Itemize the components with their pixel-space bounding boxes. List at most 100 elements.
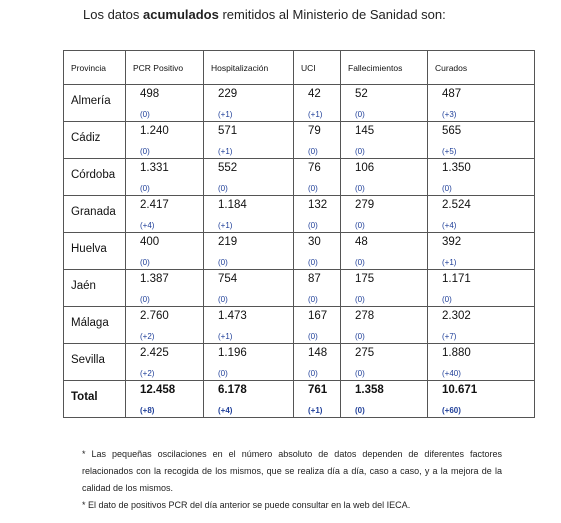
fall-delta: (0): [355, 406, 365, 415]
cur-value: 565: [442, 125, 462, 137]
uci-cell: 167 (0): [293, 306, 341, 344]
hosp-value: 6.178: [218, 384, 247, 396]
pcr-cell: 12.458 (+8): [125, 380, 204, 418]
fall-delta: (0): [355, 295, 365, 304]
uci-cell: 30 (0): [293, 232, 341, 270]
pcr-cell: 1.387 (0): [125, 269, 204, 307]
fall-cell: 145 (0): [340, 121, 428, 159]
pcr-cell: 2.417 (+4): [125, 195, 204, 233]
table-row: Málaga 2.760 (+2) 1.473 (+1) 167 (0) 278 (0) 2.30…: [63, 306, 535, 344]
table-row: Jaén 1.387 (0) 754 (0) 87 (0) 175 (0) 1.171 (0): [63, 269, 535, 307]
hosp-delta: (+1): [218, 110, 233, 119]
hosp-delta: (0): [218, 258, 228, 267]
fall-value: 1.358: [355, 384, 384, 396]
cur-value: 487: [442, 88, 462, 100]
uci-value: 87: [308, 273, 321, 285]
hosp-cell: 219 (0): [203, 232, 294, 270]
uci-cell: 761 (+1): [293, 380, 341, 418]
fall-value: 278: [355, 310, 375, 322]
uci-value: 76: [308, 162, 321, 174]
footnote-ieca: * El dato de positivos PCR del día anter…: [82, 500, 411, 510]
pcr-delta: (+2): [140, 332, 155, 341]
hosp-value: 571: [218, 125, 238, 137]
fall-delta: (0): [355, 369, 365, 378]
uci-delta: (0): [308, 221, 318, 230]
fall-value: 145: [355, 125, 375, 137]
cur-cell: 1.880 (+40): [427, 343, 535, 381]
province-cell: Granada: [63, 195, 126, 233]
province-name: Málaga: [71, 317, 109, 329]
pcr-delta: (0): [140, 258, 150, 267]
hosp-cell: 552 (0): [203, 158, 294, 196]
province-name: Huelva: [71, 243, 107, 255]
pcr-cell: 1.331 (0): [125, 158, 204, 196]
fall-delta: (0): [355, 221, 365, 230]
hosp-cell: 6.178 (+4): [203, 380, 294, 418]
pcr-value: 2.760: [140, 310, 169, 322]
uci-delta: (0): [308, 184, 318, 193]
table-row: Almería 498 (0) 229 (+1) 42 (+1) 52 (0) 487 (+3): [63, 84, 535, 122]
pcr-cell: 498 (0): [125, 84, 204, 122]
hosp-delta: (+1): [218, 221, 233, 230]
province-cell: Almería: [63, 84, 126, 122]
hosp-value: 219: [218, 236, 238, 248]
cur-value: 2.524: [442, 199, 471, 211]
table-row: Granada 2.417 (+4) 1.184 (+1) 132 (0) 279 (0) 2.5…: [63, 195, 535, 233]
province-cell: Córdoba: [63, 158, 126, 196]
province-cell: Jaén: [63, 269, 126, 307]
pcr-cell: 2.760 (+2): [125, 306, 204, 344]
uci-cell: 132 (0): [293, 195, 341, 233]
cur-delta: (+7): [442, 332, 457, 341]
hosp-delta: (+1): [218, 332, 233, 341]
uci-value: 761: [308, 384, 328, 396]
fall-cell: 279 (0): [340, 195, 428, 233]
cur-cell: 2.524 (+4): [427, 195, 535, 233]
province-name: Sevilla: [71, 354, 105, 366]
header-provincia: Provincia: [63, 50, 126, 85]
fall-delta: (0): [355, 332, 365, 341]
fall-cell: 175 (0): [340, 269, 428, 307]
pcr-value: 498: [140, 88, 160, 100]
table-row: Sevilla 2.425 (+2) 1.196 (0) 148 (0) 275 (0) 1.88…: [63, 343, 535, 381]
uci-delta: (0): [308, 295, 318, 304]
pcr-delta: (0): [140, 295, 150, 304]
hosp-cell: 1.196 (0): [203, 343, 294, 381]
pcr-delta: (+8): [140, 406, 155, 415]
uci-value: 167: [308, 310, 328, 322]
province-cell: Huelva: [63, 232, 126, 270]
hosp-value: 229: [218, 88, 238, 100]
intro-bold: acumulados: [143, 7, 219, 22]
uci-cell: 79 (0): [293, 121, 341, 159]
province-cell: Total: [63, 380, 126, 418]
uci-cell: 42 (+1): [293, 84, 341, 122]
intro-text: Los datos acumulados remitidos al Minist…: [83, 7, 446, 22]
cur-value: 1.880: [442, 347, 471, 359]
uci-delta: (0): [308, 147, 318, 156]
province-name: Granada: [71, 206, 116, 218]
footnote-oscillations: * Las pequeñas oscilaciones en el número…: [82, 449, 502, 493]
header-curados: Curados: [427, 50, 535, 85]
fall-delta: (0): [355, 147, 365, 156]
header-pcr: PCR Positivo: [125, 50, 204, 85]
total-row: Total 12.458 (+8) 6.178 (+4) 761 (+1) 1.358 (0) 1…: [63, 380, 535, 418]
hosp-value: 1.196: [218, 347, 247, 359]
uci-delta: (0): [308, 369, 318, 378]
pcr-cell: 1.240 (0): [125, 121, 204, 159]
hosp-value: 1.184: [218, 199, 247, 211]
header-fallecimientos: Fallecimientos: [340, 50, 428, 85]
uci-delta: (+1): [308, 110, 323, 119]
fall-cell: 48 (0): [340, 232, 428, 270]
hosp-cell: 1.473 (+1): [203, 306, 294, 344]
pcr-value: 1.387: [140, 273, 169, 285]
cur-delta: (+4): [442, 221, 457, 230]
cur-cell: 1.171 (0): [427, 269, 535, 307]
province-cell: Cádiz: [63, 121, 126, 159]
cur-cell: 2.302 (+7): [427, 306, 535, 344]
table-row: Cádiz 1.240 (0) 571 (+1) 79 (0) 145 (0) 565 (+5): [63, 121, 535, 159]
uci-value: 30: [308, 236, 321, 248]
table-row: Córdoba 1.331 (0) 552 (0) 76 (0) 106 (0) 1.350 (0): [63, 158, 535, 196]
cur-delta: (+3): [442, 110, 457, 119]
hosp-delta: (0): [218, 184, 228, 193]
cur-delta: (+1): [442, 258, 457, 267]
province-name: Almería: [71, 95, 111, 107]
